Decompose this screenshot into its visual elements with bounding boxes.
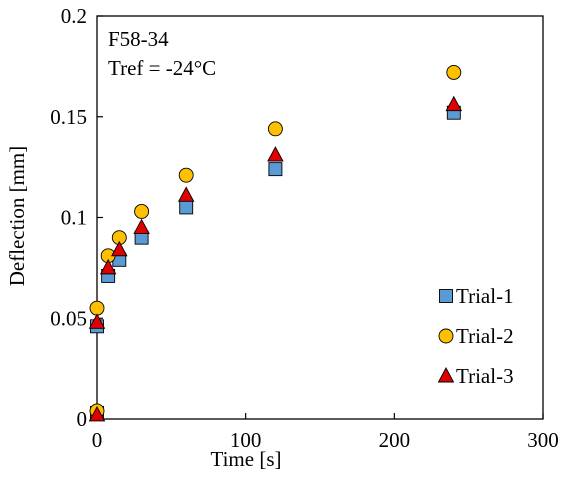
data-point-trial-2 (178, 167, 194, 183)
legend-item-trial-1: Trial-1 (439, 284, 514, 308)
y-tick-label: 0.15 (50, 105, 87, 129)
data-point-trial-3 (445, 95, 463, 112)
x-tick-label: 300 (527, 428, 559, 452)
axis-ticks: 0 0.05 0.1 0.15 0.2 0 100 200 300 (50, 4, 559, 452)
legend-marker-trial-3 (437, 367, 455, 383)
annotation-sample-id: F58-34 (108, 27, 169, 51)
x-axis-title: Time [s] (211, 447, 282, 471)
data-point-trial-3 (133, 218, 150, 235)
data-point-trial-1 (268, 162, 283, 177)
y-tick-label: 0 (77, 407, 88, 431)
data-point-trial-3 (88, 313, 106, 329)
legend-label-trial-3: Trial-3 (456, 364, 514, 388)
data-point-trial-2 (267, 121, 283, 137)
legend-marker-trial-2 (438, 328, 454, 344)
legend-item-trial-3: Trial-3 (437, 364, 514, 388)
y-tick-label: 0.2 (61, 4, 87, 28)
data-point-trial-1 (179, 200, 194, 215)
data-point-trial-2 (134, 204, 150, 219)
data-point-trial-3 (111, 240, 128, 257)
annotation-reference-temperature: Tref = -24°C (108, 56, 216, 80)
legend-label-trial-1: Trial-1 (456, 284, 514, 308)
data-points (88, 64, 463, 422)
data-point-trial-3 (177, 186, 195, 202)
data-point-trial-2 (89, 300, 105, 316)
x-tick-label: 0 (92, 428, 103, 452)
data-point-trial-3 (88, 406, 106, 422)
series-trial-3 (88, 95, 463, 422)
legend: Trial-1 Trial-2 Trial-3 (437, 284, 514, 388)
legend-marker-trial-1 (439, 289, 453, 303)
legend-item-trial-2: Trial-2 (438, 324, 514, 348)
x-tick-label: 100 (230, 428, 262, 452)
data-point-trial-3 (267, 146, 284, 162)
data-point-trial-2 (446, 64, 462, 80)
y-tick-label: 0.05 (50, 306, 87, 330)
y-axis-title: Deflection [mm] (5, 146, 29, 287)
legend-label-trial-2: Trial-2 (456, 324, 514, 348)
y-tick-label: 0.1 (61, 206, 87, 230)
x-tick-label: 200 (379, 428, 411, 452)
data-point-trial-3 (99, 258, 117, 275)
